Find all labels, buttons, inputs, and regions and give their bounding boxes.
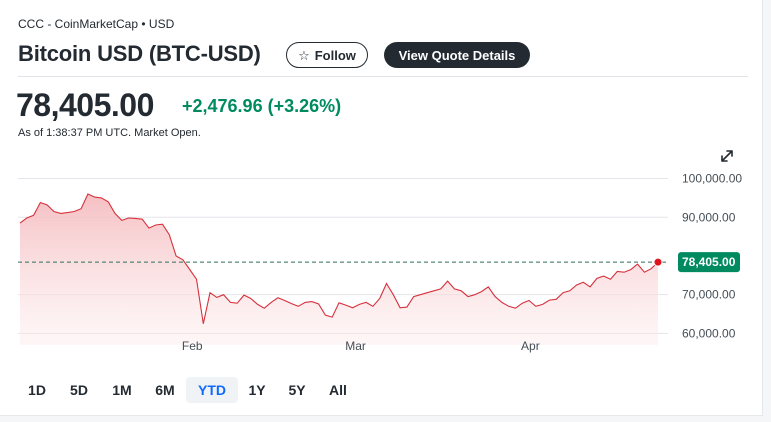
x-tick-label: Mar (345, 339, 366, 353)
range-tab-5d[interactable]: 5D (70, 382, 88, 398)
range-tab-5y[interactable]: 5Y (288, 382, 306, 398)
price-area (20, 194, 658, 345)
quote-source: CCC - CoinMarketCap • USD (18, 17, 175, 31)
current-price-tag-label: 78,405.00 (682, 255, 736, 269)
range-tab-1d[interactable]: 1D (28, 382, 46, 398)
price-chart[interactable]: 78,405.00 100,000.00 90,000.00 70,000.00 60… (0, 160, 763, 360)
current-price-tag: 78,405.00 (678, 252, 740, 273)
y-tick-label: 100,000.00 (682, 172, 742, 186)
expand-arrows-icon[interactable] (716, 145, 738, 167)
range-tab-ytd[interactable]: YTD (186, 377, 238, 403)
range-tab-1y[interactable]: 1Y (248, 382, 266, 398)
page-title: Bitcoin USD (BTC-USD) (18, 41, 261, 66)
range-tab-1m[interactable]: 1M (112, 382, 132, 398)
follow-button[interactable]: ☆ Follow (286, 42, 368, 68)
quote-card: CCC - CoinMarketCap • USD Bitcoin USD (B… (0, 0, 763, 416)
current-price: 78,405.00 (16, 87, 154, 123)
y-tick-label: 60,000.00 (682, 326, 736, 340)
star-outline-icon: ☆ (298, 47, 310, 63)
quote-timestamp: As of 1:38:37 PM UTC. Market Open. (18, 127, 201, 139)
y-tick-label: 70,000.00 (682, 288, 736, 302)
view-quote-details-button[interactable]: View Quote Details (384, 42, 530, 68)
header-divider (18, 76, 748, 77)
x-tick-label: Apr (521, 339, 540, 353)
range-tab-6m[interactable]: 6M (155, 382, 175, 398)
x-tick-label: Feb (182, 339, 203, 353)
follow-label: Follow (314, 47, 356, 63)
price-change: +2,476.96 (+3.26%) (182, 96, 342, 116)
range-tab-all[interactable]: All (329, 382, 347, 398)
y-tick-label: 90,000.00 (682, 210, 736, 224)
price-line (19, 193, 659, 324)
current-price-marker (653, 257, 663, 267)
